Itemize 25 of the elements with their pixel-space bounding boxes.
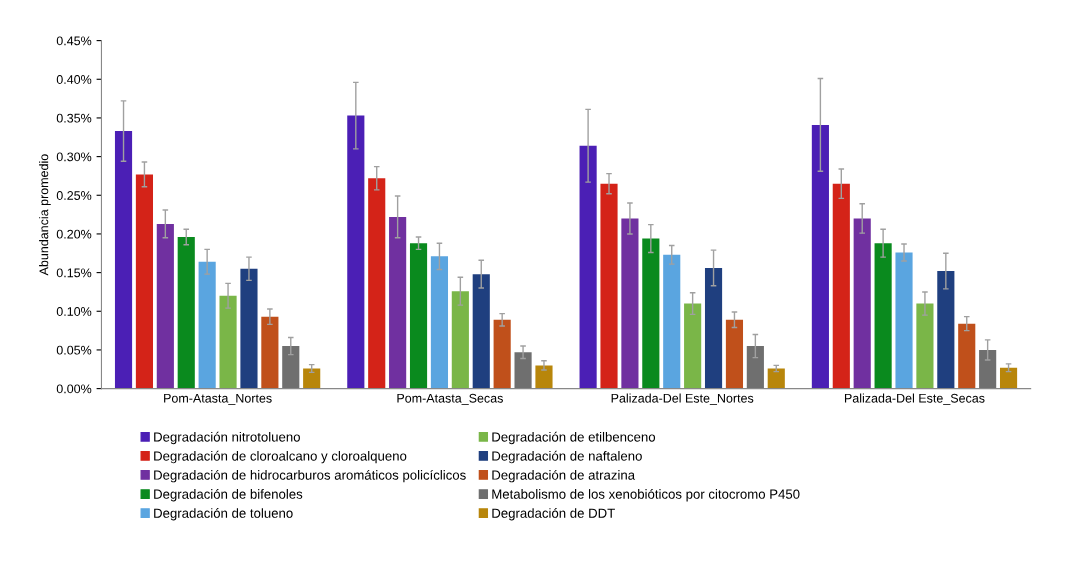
y-tick-label: 0.00% <box>56 384 92 394</box>
y-tick-label: 0.20% <box>56 229 92 239</box>
y-tick-label: 0.05% <box>56 345 92 355</box>
legend-label: Degradación de cloroalcano y cloroalqueno <box>154 450 407 464</box>
legend-label: Degradación nitrotolueno <box>154 431 300 445</box>
y-tick-label: 0.35% <box>56 113 92 123</box>
legend-label: Metabolismo de los xenobióticos por citocromo P450 <box>492 488 800 502</box>
y-tick-label: 0.25% <box>56 191 92 200</box>
legend-label: Degradación de DDT <box>492 508 615 521</box>
x-tick-label: Pom-Atasta_Secas <box>397 393 503 405</box>
y-tick-label: 0.40% <box>56 75 92 84</box>
legend-label: Degradación de tolueno <box>154 508 293 521</box>
x-tick-label: Palizada-Del Este_Secas <box>844 393 985 405</box>
x-tick-label: Palizada-Del Este_Nortes <box>611 393 754 405</box>
y-axis-title: Abundancia promedio <box>39 154 51 276</box>
legend-label: Degradación de atrazina <box>492 469 636 483</box>
legend-label: Degradación de etilbenceno <box>492 431 656 445</box>
y-tick-label: 0.10% <box>56 307 92 316</box>
y-tick-label: 0.30% <box>56 152 92 162</box>
x-tick-label: Pom-Atasta_Nortes <box>164 393 272 405</box>
legend-label: Degradación de naftaleno <box>492 450 642 464</box>
legend-label: Degradación de bifenoles <box>154 488 303 502</box>
legend-label: Degradación de hidrocarburos aromáticos policíclicos <box>154 469 466 483</box>
y-tick-label: 0.15% <box>56 268 92 278</box>
y-tick-label: 0.45% <box>56 36 92 46</box>
